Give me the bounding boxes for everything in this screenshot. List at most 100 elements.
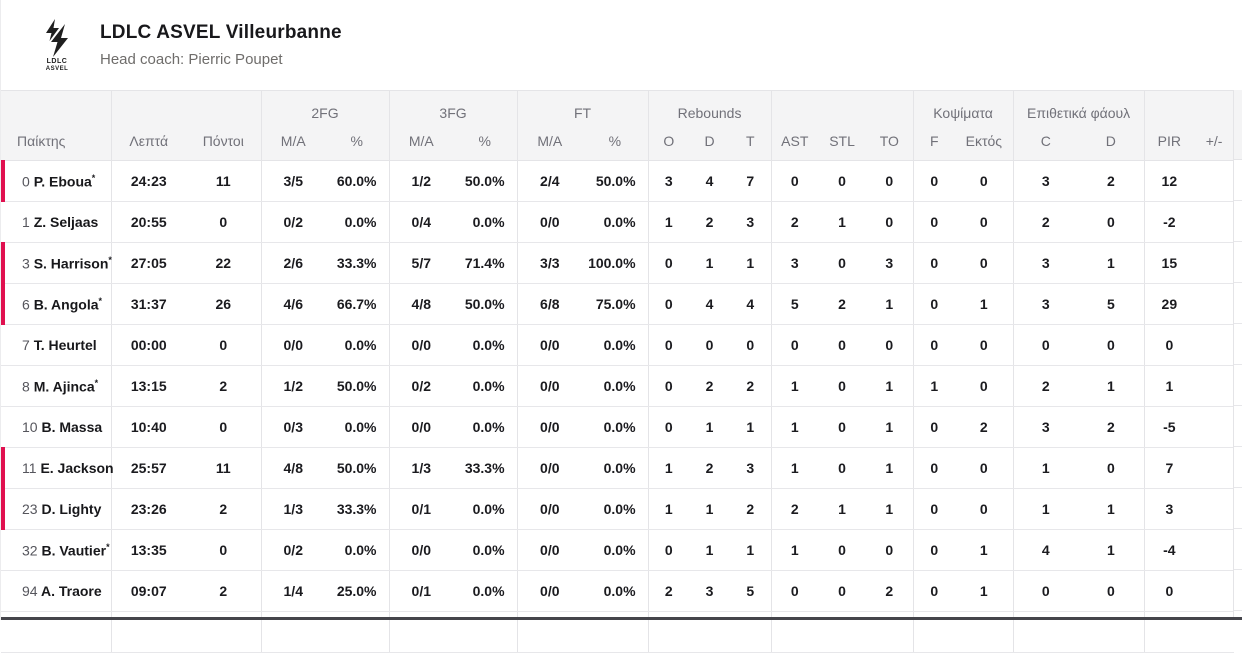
cell-2fg-pct: 0.0% xyxy=(325,406,390,448)
cell-plus-minus xyxy=(1194,447,1235,489)
header-group-rebounds: Rebounds xyxy=(647,90,772,123)
cell-fouls-c: 3 xyxy=(1012,406,1079,448)
cell-fouls-c: 4 xyxy=(1012,529,1079,571)
cell-ft-pct: 0.0% xyxy=(582,201,649,243)
cell-minutes: 20:55 xyxy=(110,201,186,243)
cell-reb-d: 1 xyxy=(689,406,731,448)
cell-ast: 0 xyxy=(770,160,819,202)
cell-reb-t: 2 xyxy=(730,365,772,407)
cell-2fg-ma: 0/3 xyxy=(260,406,325,448)
header-minutes: Λεπτά xyxy=(110,122,186,161)
cell-reb-o: 1 xyxy=(647,488,690,530)
header-plus-minus: +/- xyxy=(1194,122,1235,161)
cell-2fg-pct: 0.0% xyxy=(325,529,390,571)
cell-3fg-pct: 50.0% xyxy=(453,283,518,325)
cell-plus-minus xyxy=(1194,283,1235,325)
team-header: LDLC ASVEL LDLC ASVEL Villeurbanne Head … xyxy=(1,0,1242,90)
cell-2fg-ma: 3/5 xyxy=(260,160,325,202)
cell-fouls-c: 2 xyxy=(1012,365,1079,407)
cell-2fg-pct: 60.0% xyxy=(325,160,390,202)
cell-minutes: 09:07 xyxy=(110,570,186,612)
cell-plus-minus xyxy=(1194,365,1235,407)
cell-pir: -4 xyxy=(1143,529,1195,571)
cell-blocks-against: 0 xyxy=(955,365,1014,407)
cell-reb-t: 1 xyxy=(730,406,772,448)
cell-reb-d: 4 xyxy=(689,283,731,325)
cell-3fg-ma: 0/4 xyxy=(388,201,454,243)
cell-ft-pct: 0.0% xyxy=(582,570,649,612)
header-spacer xyxy=(1143,90,1235,123)
header-2fg-ma: M/A xyxy=(260,122,325,161)
cell-ast: 2 xyxy=(770,201,819,243)
cell-to: 0 xyxy=(866,324,914,366)
table-row: 32 B. Vautier* 13:35 0 0/2 0.0% 0/0 0.0% 0/0 0.0… xyxy=(1,529,1235,571)
header-blocks-against: Εκτός xyxy=(955,122,1014,161)
player-rows: 0 P. Eboua* 24:23 11 3/5 60.0% 1/2 50.0% 2/4 50.… xyxy=(1,159,1235,653)
cell-fouls-c: 0 xyxy=(1012,324,1079,366)
cell-2fg-ma: 1/4 xyxy=(260,570,325,612)
cell-blocks-against: 0 xyxy=(955,447,1014,489)
cell-3fg-pct: 0.0% xyxy=(453,406,518,448)
cell-to: 1 xyxy=(866,447,914,489)
jersey-number: 94 xyxy=(22,583,38,599)
cell-to: 0 xyxy=(866,529,914,571)
cell-3fg-pct: 0.0% xyxy=(453,324,518,366)
cell-pir: 1 xyxy=(1143,365,1195,407)
cell-blocks-against: 1 xyxy=(955,529,1014,571)
cell-ast: 0 xyxy=(770,324,819,366)
cell-3fg-pct: 0.0% xyxy=(453,201,518,243)
cell-fouls-d: 2 xyxy=(1078,406,1145,448)
cell-fouls-d: 0 xyxy=(1078,201,1145,243)
cell-2fg-pct: 33.3% xyxy=(325,488,390,530)
table-row: 0 P. Eboua* 24:23 11 3/5 60.0% 1/2 50.0% 2/4 50.… xyxy=(1,159,1235,202)
jersey-number: 32 xyxy=(22,542,38,559)
cell-blocks-f: 0 xyxy=(912,201,956,243)
cell-2fg-ma: 0/2 xyxy=(260,201,325,243)
cell-points: 0 xyxy=(186,406,261,448)
cell-ft-pct: 0.0% xyxy=(582,488,649,530)
cell-reb-d: 3 xyxy=(689,570,731,612)
cell-fouls-d: 1 xyxy=(1078,365,1145,407)
cell-3fg-ma: 5/7 xyxy=(388,242,454,284)
cell-3fg-ma: 0/1 xyxy=(388,488,454,530)
cell-fouls-d: 0 xyxy=(1078,447,1145,489)
cell-ast: 0 xyxy=(770,570,819,612)
header-spacer xyxy=(1,90,111,123)
cell-ft-ma: 2/4 xyxy=(516,160,583,202)
cell-blocks-against: 0 xyxy=(955,242,1014,284)
cell-blocks-f: 0 xyxy=(912,570,956,612)
cell-reb-o: 1 xyxy=(647,447,690,489)
header-group-ft: FT xyxy=(516,90,649,123)
cell-minutes: 24:23 xyxy=(110,160,186,202)
cell-fouls-d: 1 xyxy=(1078,529,1145,571)
lightning-bolt-icon xyxy=(46,18,68,57)
player-name: E. Jackson xyxy=(40,460,114,476)
jersey-number: 1 xyxy=(22,214,30,230)
table-row: 7 T. Heurtel 00:00 0 0/0 0.0% 0/0 0.0% 0/0 0.0% 0… xyxy=(1,324,1235,366)
player-cell: 7 T. Heurtel xyxy=(1,324,111,366)
player-name: A. Traore xyxy=(40,583,102,599)
starter-mark: * xyxy=(106,541,110,552)
cell-blocks-f: 0 xyxy=(912,242,956,284)
cell-3fg-pct: 0.0% xyxy=(453,365,518,407)
cell-blocks-f: 0 xyxy=(912,447,956,489)
cell-reb-t: 3 xyxy=(730,447,772,489)
cell-3fg-pct: 0.0% xyxy=(453,488,518,530)
cell-fouls-d: 0 xyxy=(1078,570,1145,612)
cell-blocks-f: 0 xyxy=(912,406,956,448)
totals-row-edge xyxy=(1,617,1242,620)
cell-ft-pct: 0.0% xyxy=(582,529,649,571)
header-reb-t: T xyxy=(730,122,772,161)
cell-points: 0 xyxy=(186,201,261,243)
starter-mark: * xyxy=(108,254,112,265)
cell-plus-minus xyxy=(1194,529,1235,571)
cell-stl: 1 xyxy=(818,488,867,530)
cell-pir: 7 xyxy=(1143,447,1195,489)
cell-to: 1 xyxy=(866,406,914,448)
cell-points: 11 xyxy=(186,447,261,489)
cell-3fg-ma: 0/0 xyxy=(388,406,454,448)
starter-mark: * xyxy=(94,377,99,388)
cell-points: 2 xyxy=(186,365,261,407)
cell-fouls-c: 1 xyxy=(1012,447,1079,489)
player-cell: 6 B. Angola* xyxy=(1,282,111,325)
